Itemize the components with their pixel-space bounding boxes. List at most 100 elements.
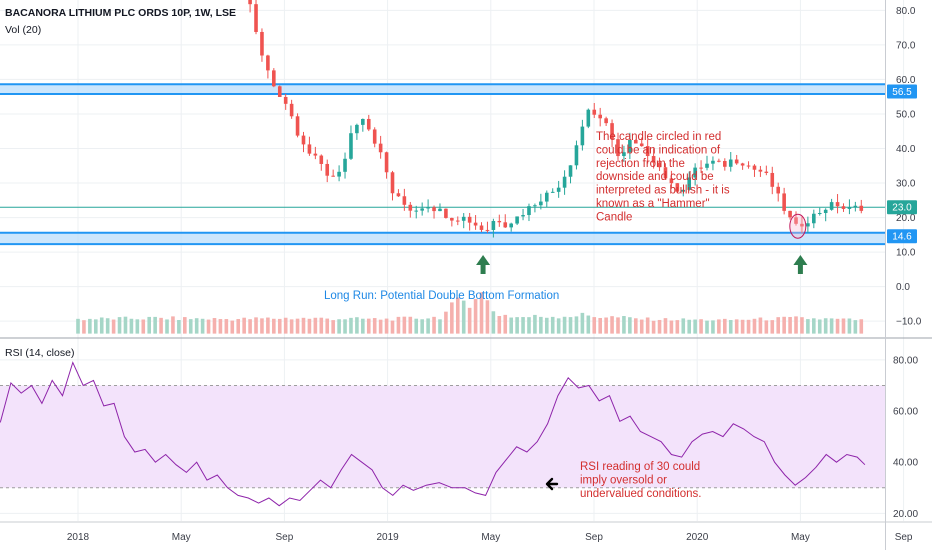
- candle-body: [693, 167, 697, 178]
- volume-bar: [633, 318, 638, 334]
- double-bottom-arrow-left: [476, 255, 491, 274]
- candle-body: [639, 143, 644, 147]
- volume-bar: [491, 311, 496, 334]
- volume-bar: [325, 318, 330, 334]
- candle-body: [485, 229, 490, 231]
- candle-body: [580, 126, 585, 146]
- candle-body: [366, 118, 371, 130]
- candle-body: [586, 109, 591, 127]
- candle-body: [699, 167, 703, 169]
- volume-bar: [669, 320, 674, 334]
- volume-bar: [859, 319, 864, 334]
- volume-bar: [200, 318, 205, 334]
- volume-bar: [455, 297, 460, 334]
- volume-bar: [277, 318, 282, 334]
- volume-bar: [319, 317, 324, 334]
- volume-bar: [544, 317, 549, 334]
- chart-title: BACANORA LITHIUM PLC ORDS 10P, 1W, LSE: [5, 7, 236, 19]
- volume-bar: [236, 319, 241, 334]
- volume-bar: [135, 319, 140, 334]
- candle-body: [568, 165, 573, 177]
- time-tick-label: Sep: [895, 532, 913, 543]
- candle-body: [378, 143, 383, 153]
- candle-body: [325, 163, 330, 176]
- volume-bar: [841, 318, 846, 334]
- candle-body: [847, 207, 852, 209]
- volume-bar: [568, 317, 573, 334]
- volume-bar: [800, 317, 804, 334]
- candles: [248, 0, 864, 238]
- support-tag: 14.6: [892, 232, 912, 243]
- candle-body: [272, 70, 276, 87]
- volume-bar: [746, 319, 751, 334]
- volume-bar: [355, 317, 359, 334]
- volume-bar: [657, 319, 662, 334]
- candle-body: [776, 186, 781, 194]
- volume-bar: [723, 318, 727, 334]
- candle-body: [829, 202, 834, 210]
- candle-body: [841, 206, 846, 209]
- volume-bar: [147, 316, 152, 334]
- volume-bar: [794, 316, 798, 334]
- volume-bar: [343, 319, 347, 334]
- volume-label: Vol (20): [5, 24, 41, 36]
- candle-body: [657, 162, 662, 168]
- candle-body: [633, 139, 638, 144]
- candle-body: [663, 167, 668, 179]
- volume-bar: [289, 319, 294, 334]
- candle-body: [479, 225, 484, 230]
- volume-bar: [817, 319, 822, 334]
- time-tick-label: Sep: [585, 532, 603, 543]
- candle-body: [681, 189, 686, 192]
- volume-bar: [307, 318, 312, 334]
- double-bottom-arrow-right-shaft: [797, 264, 803, 274]
- volume-bar: [806, 319, 810, 334]
- candle-body: [503, 222, 508, 228]
- candle-body: [651, 156, 656, 163]
- volume-bar: [450, 302, 454, 334]
- price-tick-label: 50.0: [896, 109, 916, 120]
- candle-body: [812, 213, 816, 224]
- volume-bar: [177, 319, 181, 334]
- volume-bar: [390, 320, 395, 334]
- volume-bar: [764, 320, 769, 334]
- candle-body: [260, 31, 264, 56]
- volume-bar: [254, 317, 258, 334]
- volume-bar: [366, 318, 371, 334]
- resistance-tag: 56.5: [892, 87, 912, 98]
- volume-bar: [242, 317, 246, 334]
- volume-bar: [432, 316, 436, 334]
- volume-bar: [212, 318, 217, 334]
- volume-bar: [497, 316, 502, 334]
- candle-body: [723, 161, 727, 167]
- volume-bar: [141, 319, 146, 334]
- volume-bar: [295, 318, 300, 334]
- candle-body: [788, 210, 792, 218]
- volume-bar: [717, 319, 721, 334]
- time-tick-label: 2018: [67, 532, 90, 543]
- volume-bar: [301, 317, 306, 334]
- resistance-band: [0, 84, 885, 94]
- volume-bar: [503, 314, 508, 334]
- candle-body: [687, 177, 692, 190]
- volume-bar: [349, 317, 353, 334]
- time-tick-label: May: [172, 532, 191, 543]
- volume-bar: [188, 319, 193, 334]
- volume-bar: [835, 318, 840, 334]
- candle-body: [355, 124, 359, 134]
- candle-body: [835, 202, 840, 207]
- candle-body: [509, 223, 513, 228]
- candle-body: [764, 171, 769, 173]
- volume-bar: [183, 317, 187, 334]
- band-layer: [0, 83, 885, 489]
- double-bottom-arrow-right: [793, 255, 808, 274]
- volume-bar: [705, 320, 709, 334]
- volume-bar: [206, 319, 211, 334]
- rsi-note: RSI reading of 30 could imply oversold or…: [580, 461, 701, 500]
- candle-body: [408, 204, 413, 211]
- volume-bar: [829, 318, 834, 334]
- volume-bar: [776, 317, 781, 334]
- volume-bar: [586, 315, 591, 334]
- rsi-title: RSI (14, close): [5, 347, 74, 359]
- candle-body: [283, 96, 288, 104]
